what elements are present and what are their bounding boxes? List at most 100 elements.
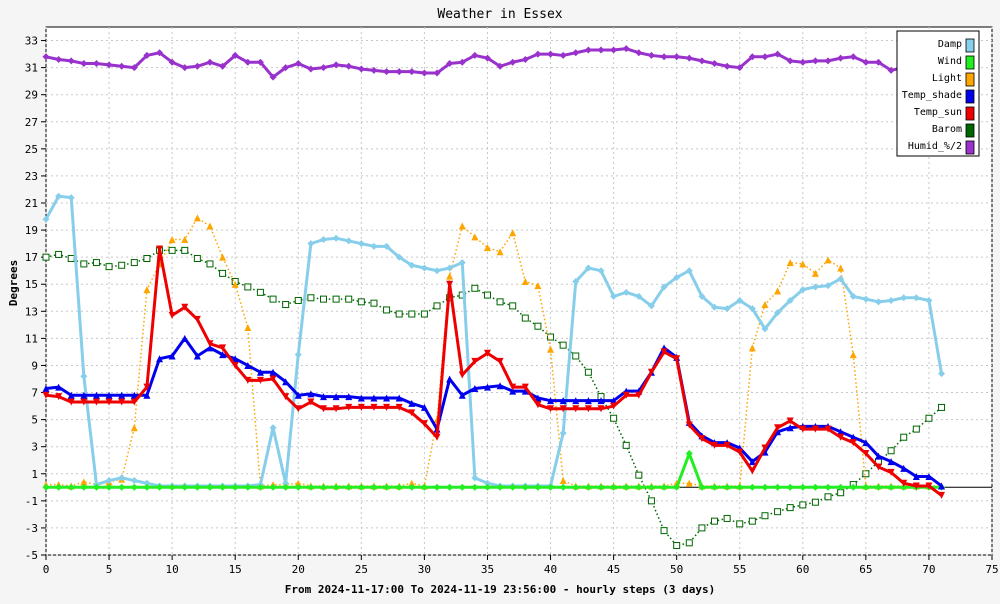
wind-point	[446, 483, 454, 491]
barom-point	[799, 501, 807, 509]
temp-sun-point	[471, 357, 479, 365]
wind-point	[786, 483, 794, 491]
damp-point	[282, 479, 290, 487]
temp-sun-point	[181, 303, 189, 311]
temp-shade-point	[938, 482, 946, 490]
barom-point	[130, 259, 138, 267]
temp-shade-point	[521, 387, 529, 395]
plot-area	[45, 26, 993, 556]
temp-sun-point	[143, 383, 151, 391]
temp-sun-point	[92, 398, 100, 406]
wind-point	[736, 483, 744, 491]
temp-sun-point	[156, 245, 164, 253]
humid-2-point	[420, 69, 428, 77]
wind-point	[55, 483, 63, 491]
temp-sun-point	[874, 463, 882, 471]
temp-sun-point	[547, 405, 555, 413]
damp-point	[370, 242, 378, 250]
barom-point	[761, 512, 769, 520]
humid-2-point	[143, 51, 151, 59]
temp-shade-point	[370, 394, 378, 402]
humid-2-point	[685, 54, 693, 62]
x-tick-label: 5	[106, 563, 113, 576]
damp-point	[42, 215, 50, 223]
temp-sun-point	[105, 398, 113, 406]
y-tick-label: 9	[31, 359, 38, 372]
barom-point	[521, 314, 529, 322]
damp-point	[55, 192, 63, 200]
y-tick-label: 1	[31, 468, 38, 481]
x-tick-label: 0	[43, 563, 50, 576]
damp-point	[294, 351, 302, 359]
light-point	[193, 214, 201, 222]
wind-point	[307, 483, 315, 491]
temp-sun-point	[395, 403, 403, 411]
temp-shade-point	[900, 464, 908, 472]
wind-point	[294, 483, 302, 491]
damp-point	[80, 372, 88, 380]
humid-2-point	[408, 68, 416, 76]
humid-2-point	[55, 55, 63, 63]
temp-shade-point	[837, 428, 845, 436]
light-point	[483, 244, 491, 252]
wind-point	[673, 483, 681, 491]
barom-point	[181, 246, 189, 254]
temp-shade-point	[345, 393, 353, 401]
humid-2-point	[597, 46, 605, 54]
temp-sun-point	[231, 361, 239, 369]
temp-sun-point	[723, 441, 731, 449]
light-point	[559, 477, 567, 485]
barom-point	[723, 514, 731, 522]
humid-2-point	[458, 58, 466, 66]
temp-shade-point	[408, 399, 416, 407]
wind-point	[395, 483, 403, 491]
temp-sun-point	[610, 402, 618, 410]
barom-point	[282, 301, 290, 309]
barom-point	[824, 493, 832, 501]
wind-point	[849, 483, 857, 491]
temp-sun-point	[799, 425, 807, 433]
temp-sun-point	[80, 398, 88, 406]
wind-point	[181, 483, 189, 491]
temp-shade-point	[42, 384, 50, 392]
y-tick-label: 5	[31, 414, 38, 427]
light-point	[446, 272, 454, 280]
barom-point	[660, 527, 668, 535]
humid-2-point	[219, 62, 227, 70]
barom-point	[80, 260, 88, 268]
barom-point	[572, 352, 580, 360]
temp-sun-point	[635, 391, 643, 399]
temp-shade-point	[269, 368, 277, 376]
legend-label: Wind	[938, 56, 962, 67]
temp-sun-point	[256, 376, 264, 384]
wind-point	[862, 483, 870, 491]
wind-point	[118, 483, 126, 491]
humid-2-point	[345, 62, 353, 70]
wind-point	[357, 483, 365, 491]
barom-point	[408, 310, 416, 318]
light-point	[774, 287, 782, 295]
wind-point	[572, 483, 580, 491]
temp-sun-point	[118, 398, 126, 406]
wind-point	[345, 483, 353, 491]
barom-point	[748, 517, 756, 525]
barom-point	[887, 447, 895, 455]
light-point	[231, 280, 239, 288]
temp-sun-point	[534, 401, 542, 409]
humid-2-point	[786, 57, 794, 65]
wind-point	[521, 483, 529, 491]
y-axis-label: Degrees	[7, 260, 20, 306]
temp-sun-point	[294, 405, 302, 413]
y-tick-label: 11	[25, 332, 38, 345]
light-line	[46, 217, 942, 487]
y-tick-label: 21	[25, 197, 38, 210]
humid-2-point	[67, 57, 75, 65]
y-tick-label: 23	[25, 170, 38, 183]
temp-sun-point	[673, 355, 681, 363]
humid-2-point	[748, 53, 756, 61]
barom-point	[786, 504, 794, 512]
humid-2-point	[711, 60, 719, 68]
temp-shade-point	[383, 394, 391, 402]
y-tick-label: 27	[25, 116, 38, 129]
damp-point	[635, 292, 643, 300]
